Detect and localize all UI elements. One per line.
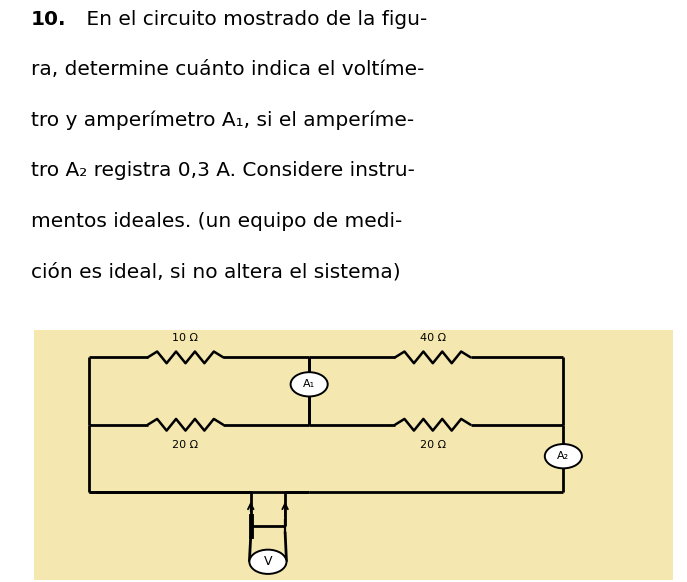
Circle shape [545,444,582,469]
Text: 10 Ω: 10 Ω [172,333,199,343]
FancyBboxPatch shape [34,331,673,580]
Text: 20 Ω: 20 Ω [172,441,199,450]
Text: A₂: A₂ [557,451,570,461]
Text: V: V [264,555,272,568]
Circle shape [291,372,328,396]
Text: 20 Ω: 20 Ω [420,441,446,450]
Text: tro A₂ registra 0,3 A. Considere instru-: tro A₂ registra 0,3 A. Considere instru- [31,161,415,180]
Text: 40 Ω: 40 Ω [420,333,446,343]
Text: ción es ideal, si no altera el sistema): ción es ideal, si no altera el sistema) [31,262,401,281]
Text: mentos ideales. (un equipo de medi-: mentos ideales. (un equipo de medi- [31,212,402,231]
Text: tro y amperímetro A₁, si el amperíme-: tro y amperímetro A₁, si el amperíme- [31,111,414,130]
Circle shape [249,549,286,574]
Text: 10.: 10. [31,10,67,29]
Text: En el circuito mostrado de la figu-: En el circuito mostrado de la figu- [80,10,427,29]
Text: ra, determine cuánto indica el voltíme-: ra, determine cuánto indica el voltíme- [31,61,425,79]
Text: A₁: A₁ [303,379,315,389]
